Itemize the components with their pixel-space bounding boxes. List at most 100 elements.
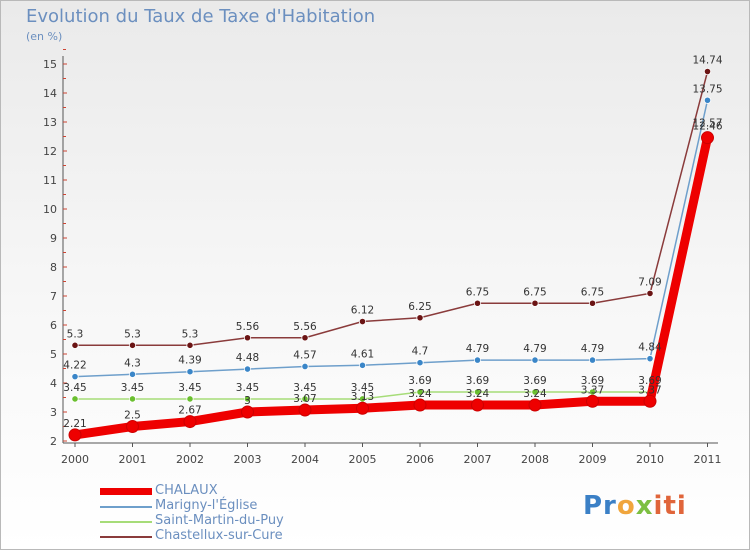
data-label: 5.56 [236, 321, 260, 333]
data-label: 4.84 [638, 342, 662, 354]
data-label: 3.69 [581, 375, 604, 387]
data-point [471, 398, 484, 412]
data-label: 6.25 [408, 301, 431, 313]
data-label: 4.7 [412, 346, 429, 358]
data-point [358, 317, 367, 326]
data-point [243, 395, 252, 403]
data-label: 3.45 [178, 382, 201, 394]
data-point [473, 356, 482, 364]
data-label: 3.69 [523, 375, 546, 387]
y-tick-label: 5 [50, 348, 57, 361]
x-tick-label: 2000 [61, 453, 89, 466]
data-label: 13.75 [692, 83, 722, 95]
data-label: 6.75 [523, 286, 546, 298]
data-label: 3.45 [236, 382, 259, 394]
legend-swatch-marigny [100, 506, 152, 508]
legend-label-chalaux: CHALAUX [155, 483, 218, 498]
data-label: 4.79 [581, 343, 604, 355]
y-tick-label: 14 [43, 87, 57, 100]
data-point [71, 395, 79, 403]
legend-label-saint-martin: Saint-Martin-du-Puy [155, 513, 284, 528]
data-point [301, 395, 309, 403]
logo-part-2: o [616, 491, 636, 521]
data-point [588, 356, 597, 364]
chart-legend: CHALAUX Marigny-l'Église Saint-Martin-du… [100, 483, 360, 544]
data-label: 6.75 [466, 286, 489, 298]
data-point [473, 299, 482, 307]
data-point [68, 428, 82, 442]
y-tick-label: 8 [50, 261, 57, 274]
x-tick-label: 2005 [349, 453, 377, 466]
x-tick-label: 2006 [406, 453, 434, 466]
data-label: 3.24 [466, 388, 490, 400]
data-point [301, 362, 309, 371]
data-label: 6.75 [581, 286, 604, 298]
data-point [586, 394, 599, 408]
data-point [186, 368, 194, 376]
legend-label-chastellux: Chastellux-sur-Cure [155, 528, 283, 543]
y-tick-label: 10 [43, 203, 57, 216]
data-point [643, 394, 657, 408]
data-point [588, 299, 597, 307]
legend-item-marigny: Marigny-l'Église [100, 498, 360, 514]
data-point [703, 67, 712, 76]
logo-part-3: x [635, 491, 654, 521]
y-tick-label: 13 [43, 116, 57, 129]
data-point [183, 415, 197, 429]
data-point [531, 388, 539, 396]
data-point [416, 314, 424, 322]
data-label: 3.45 [63, 382, 86, 394]
data-point [71, 341, 79, 349]
series-line [74, 99, 709, 378]
legend-swatch-chastellux [100, 536, 152, 538]
data-label: 2.5 [124, 410, 141, 422]
data-point [186, 395, 194, 403]
data-label: 3.69 [638, 375, 661, 387]
data-label: 14.74 [692, 55, 722, 67]
data-point [531, 356, 539, 364]
y-tick-label: 6 [50, 319, 57, 332]
legend-swatch-chalaux [100, 488, 152, 495]
legend-item-chastellux: Chastellux-sur-Cure [100, 528, 360, 544]
x-tick-label: 2008 [521, 453, 549, 466]
data-label: 3.24 [408, 388, 432, 400]
data-label: 5.56 [293, 321, 317, 333]
data-point [356, 401, 369, 415]
data-point [358, 361, 367, 369]
data-point [701, 131, 714, 145]
data-label: 3.45 [121, 382, 144, 394]
y-tick-label: 12 [43, 145, 57, 158]
legend-label-marigny: Marigny-l'Église [155, 498, 258, 513]
data-label: 4.57 [293, 349, 316, 361]
data-label: 4.61 [351, 348, 374, 360]
y-tick-label: 3 [50, 406, 57, 419]
data-label: 7.09 [638, 276, 661, 288]
data-point [416, 359, 424, 367]
series-line [74, 133, 709, 400]
series-line [70, 133, 712, 440]
data-label: 4.3 [124, 357, 141, 369]
y-tick-label: 2 [50, 435, 57, 448]
data-point [528, 398, 542, 412]
data-label: 3.13 [351, 391, 374, 403]
y-tick-label: 9 [50, 232, 57, 245]
data-label: 3.69 [408, 375, 431, 387]
x-tick-label: 2011 [694, 453, 722, 466]
x-tick-label: 2010 [636, 453, 664, 466]
logo-part-4: iti [653, 491, 687, 521]
data-label: 4.79 [466, 343, 489, 355]
data-point [243, 365, 252, 373]
data-label: 4.39 [178, 355, 201, 367]
data-point [703, 96, 712, 104]
data-point [646, 355, 654, 363]
series-line [74, 70, 709, 347]
chart-title: Evolution du Taux de Taxe d'Habitation [26, 6, 376, 27]
x-tick-label: 2002 [176, 453, 204, 466]
data-point [128, 341, 137, 349]
x-tick-label: 2003 [234, 453, 262, 466]
y-unit-label: (en %) [26, 30, 63, 43]
legend-swatch-saint-martin [100, 521, 152, 523]
data-label: 12.46 [692, 121, 722, 133]
x-tick-label: 2001 [119, 453, 147, 466]
